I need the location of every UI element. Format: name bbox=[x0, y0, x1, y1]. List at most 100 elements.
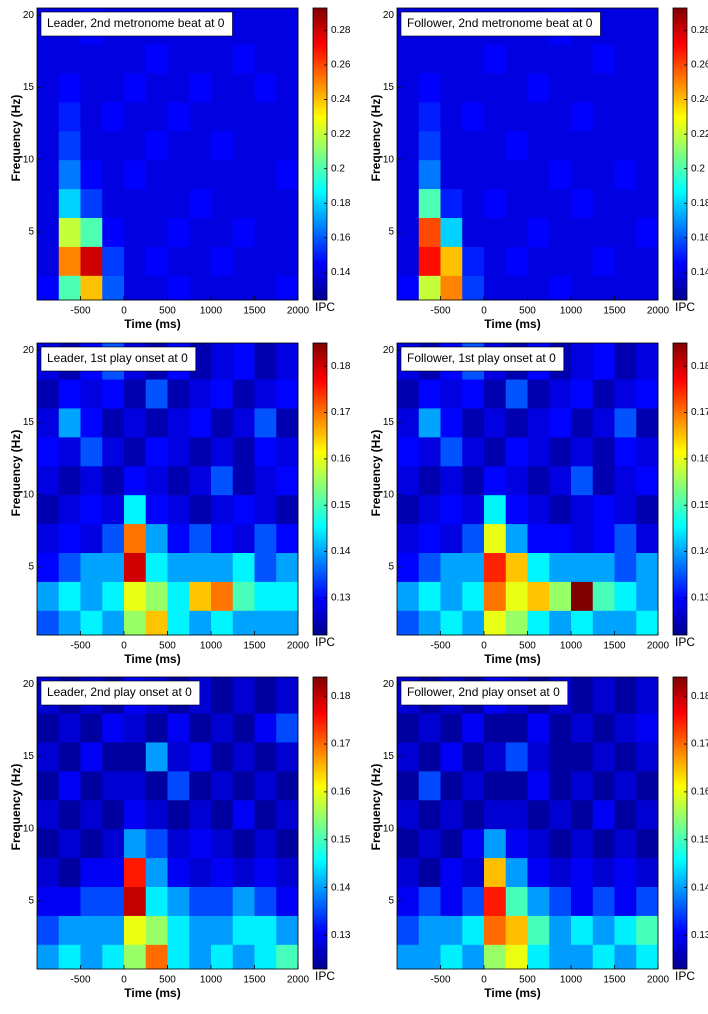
heat-cell bbox=[397, 713, 420, 743]
heat-cell bbox=[232, 73, 255, 103]
heat-cell bbox=[189, 886, 212, 916]
heat-cell bbox=[462, 101, 485, 132]
heat-cell bbox=[232, 494, 255, 525]
heat-cell bbox=[80, 465, 103, 496]
heat-cell bbox=[232, 915, 255, 945]
heat-cell bbox=[124, 465, 147, 496]
title-box bbox=[40, 680, 201, 706]
heat-cell bbox=[167, 159, 190, 190]
heat-cell bbox=[232, 742, 255, 772]
y-axis-title: Frequency (Hz) bbox=[9, 95, 23, 182]
heat-cell bbox=[592, 799, 615, 830]
heat-cell bbox=[189, 379, 212, 409]
heat-cell bbox=[189, 73, 212, 103]
heat-cell bbox=[124, 217, 147, 247]
colorbar-tick-label: 0.14 bbox=[331, 882, 351, 893]
heat-cell bbox=[462, 408, 485, 438]
heat-cell bbox=[211, 130, 234, 161]
y-axis-title: Frequency (Hz) bbox=[369, 95, 383, 182]
heat-cell bbox=[232, 159, 255, 190]
heat-cell bbox=[636, 915, 659, 945]
heat-cell bbox=[124, 828, 147, 859]
colorbar-tick-label: 0.14 bbox=[331, 267, 351, 278]
x-tick-label: 1500 bbox=[603, 306, 626, 317]
x-tick-label: 0 bbox=[481, 641, 487, 652]
heat-cell bbox=[211, 379, 234, 409]
y-axis-title: Frequency (Hz) bbox=[369, 430, 383, 517]
heat-cell bbox=[37, 379, 60, 409]
heat-cell bbox=[397, 552, 420, 582]
heat-cell bbox=[276, 742, 299, 772]
heat-cell bbox=[102, 101, 125, 132]
x-tick-label: 500 bbox=[519, 975, 536, 986]
heat-cell bbox=[211, 408, 234, 438]
heat-cell bbox=[102, 552, 125, 582]
heat-cell bbox=[102, 799, 125, 830]
panel: -500 0 500 1000 1500 2000 5 10 15 20 Time (ms) Freq… bbox=[9, 676, 351, 1000]
x-tick-label: 2000 bbox=[647, 975, 670, 986]
heat-cell bbox=[592, 742, 615, 772]
heat-cell bbox=[167, 246, 190, 276]
heat-cell bbox=[418, 494, 441, 525]
heat-cell bbox=[167, 408, 190, 438]
heat-cell bbox=[462, 465, 485, 496]
heat-cell bbox=[37, 523, 60, 554]
heat-cell bbox=[397, 610, 420, 636]
heat-cell bbox=[549, 130, 572, 161]
heat-cell bbox=[614, 886, 637, 916]
colorbar-tick-label: 0.14 bbox=[691, 267, 708, 278]
heat-cell bbox=[102, 130, 125, 161]
heat-cell bbox=[211, 494, 234, 525]
heat-cell bbox=[58, 408, 81, 438]
heat-cell bbox=[102, 742, 125, 772]
heat-cell bbox=[440, 610, 463, 636]
heat-cell bbox=[636, 494, 659, 525]
heat-cell bbox=[189, 217, 212, 247]
heat-cell bbox=[58, 275, 81, 301]
heat-cell bbox=[211, 343, 234, 380]
heat-cell bbox=[549, 915, 572, 945]
heat-cell bbox=[571, 130, 594, 161]
heat-cell bbox=[167, 494, 190, 525]
heat-cell bbox=[58, 610, 81, 636]
heat-cell bbox=[440, 857, 463, 888]
heat-cell bbox=[145, 44, 168, 74]
heat-cell bbox=[124, 799, 147, 830]
x-tick-label: 0 bbox=[121, 975, 127, 986]
heat-cell bbox=[505, 828, 528, 859]
heat-cell bbox=[37, 130, 60, 161]
heat-cell bbox=[614, 188, 637, 219]
y-tick-label: 20 bbox=[383, 679, 395, 690]
heat-cell bbox=[124, 130, 147, 161]
heat-cell bbox=[397, 379, 420, 409]
heat-cell bbox=[276, 8, 299, 45]
heat-cell bbox=[505, 886, 528, 916]
heat-cell bbox=[527, 188, 550, 219]
heat-cell bbox=[102, 523, 125, 554]
y-tick-label: 15 bbox=[383, 82, 395, 93]
heat-cell bbox=[527, 101, 550, 132]
heat-cell bbox=[124, 275, 147, 301]
heat-cell bbox=[462, 828, 485, 859]
heat-cell bbox=[37, 581, 60, 611]
x-tick-label: 0 bbox=[481, 306, 487, 317]
heat-cell bbox=[549, 73, 572, 103]
heat-cell bbox=[397, 742, 420, 772]
heat-cell bbox=[592, 379, 615, 409]
heat-cell bbox=[189, 44, 212, 74]
colorbar-label: IPC bbox=[675, 635, 695, 649]
heat-cell bbox=[549, 828, 572, 859]
heat-cell bbox=[58, 581, 81, 611]
heat-cell bbox=[614, 857, 637, 888]
heat-cell bbox=[549, 944, 572, 970]
x-tick-label: 1500 bbox=[243, 641, 266, 652]
heat-cell bbox=[124, 857, 147, 888]
colorbar bbox=[312, 676, 328, 970]
heat-cell bbox=[80, 770, 103, 801]
heat-cell bbox=[614, 8, 637, 45]
heat-cell bbox=[418, 159, 441, 190]
colorbar-label: IPC bbox=[315, 300, 335, 314]
heat-cell bbox=[397, 915, 420, 945]
heat-cell bbox=[254, 130, 277, 161]
heat-cell bbox=[592, 217, 615, 247]
